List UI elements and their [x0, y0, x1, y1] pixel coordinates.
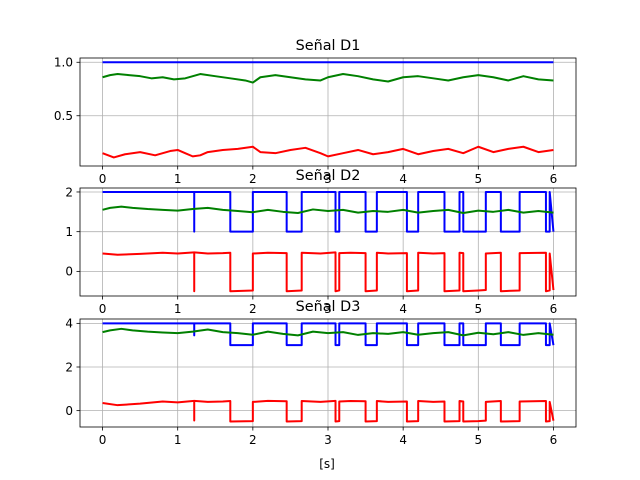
x-tick-label: 1 [174, 433, 182, 447]
subplot-senal-d3: Señal D3 0 1 2 3 4 5 6 0 2 4 [65, 299, 577, 447]
y-tick-label: 1 [65, 225, 73, 239]
y-tick-label: 0 [65, 265, 73, 279]
x-tick-label: 0 [99, 433, 107, 447]
series-line-2 [102, 73, 554, 84]
x-tick-label: 6 [550, 172, 558, 186]
series-layer [102, 322, 555, 423]
x-tick-label: 4 [399, 172, 407, 186]
x-tick-label: 2 [249, 302, 257, 316]
subplot-title: Señal D3 [296, 299, 361, 315]
series-line-3 [102, 145, 554, 159]
x-tick-label: 1 [174, 302, 182, 316]
y-tick-label: 1.0 [54, 56, 73, 70]
x-tick-label: 2 [249, 172, 257, 186]
series-line-1 [102, 190, 555, 233]
series-layer [102, 190, 555, 293]
x-tick-label: 2 [249, 433, 257, 447]
y-tick-label: 0.5 [54, 109, 73, 123]
y-tick-label: 2 [65, 185, 73, 199]
x-tick-label: 4 [399, 302, 407, 316]
subplot-senal-d1: Señal D1 0 1 2 3 4 5 6 0.5 1.0 [54, 38, 577, 186]
x-tick-label: 0 [99, 302, 107, 316]
x-tick-label: 3 [324, 302, 332, 316]
subplot-senal-d2: Señal D2 0 1 2 3 4 5 6 0 1 2 [65, 168, 577, 316]
series-line-3 [102, 399, 555, 423]
x-tick-label: 5 [474, 302, 482, 316]
x-axis-label: [s] [319, 457, 335, 471]
y-tick-label: 4 [65, 317, 73, 331]
x-tick-label: 6 [550, 302, 558, 316]
tick-layer: 0 1 2 3 4 5 6 0.5 1.0 [54, 56, 557, 186]
x-tick-label: 0 [99, 172, 107, 186]
x-tick-label: 3 [324, 433, 332, 447]
y-tick-label: 2 [65, 360, 73, 374]
subplot-title: Señal D2 [296, 168, 361, 184]
series-line-1 [102, 322, 555, 347]
subplot-title: Señal D1 [296, 38, 361, 54]
tick-layer: 0 1 2 3 4 5 6 0 2 4 [65, 317, 557, 447]
x-tick-label: 5 [474, 172, 482, 186]
y-tick-label: 0 [65, 404, 73, 418]
x-tick-label: 4 [399, 433, 407, 447]
x-tick-label: 5 [474, 433, 482, 447]
x-tick-label: 3 [324, 172, 332, 186]
series-layer [102, 61, 554, 159]
tick-layer: 0 1 2 3 4 5 6 0 1 2 [65, 185, 557, 316]
series-line-2 [102, 205, 554, 215]
x-tick-label: 6 [550, 433, 558, 447]
x-tick-label: 1 [174, 172, 182, 186]
series-line-3 [102, 251, 555, 293]
series-line-2 [102, 327, 554, 337]
